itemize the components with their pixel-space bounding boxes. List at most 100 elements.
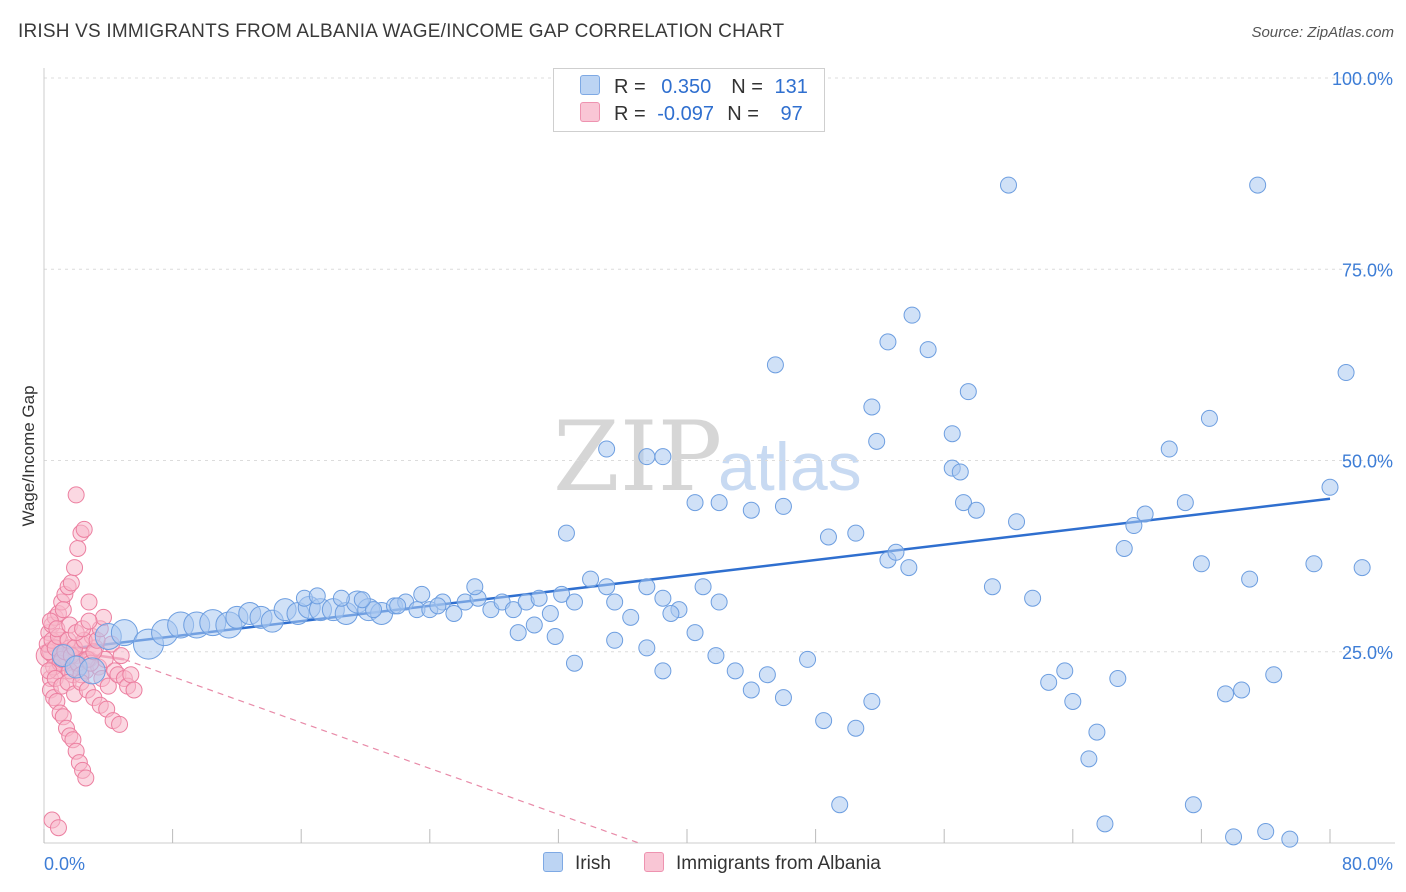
irish-point xyxy=(1056,662,1074,680)
albania-point xyxy=(122,666,140,684)
albania-point xyxy=(67,486,85,504)
irish-point xyxy=(863,692,881,710)
irish-point xyxy=(758,666,776,684)
irish-point xyxy=(638,448,656,466)
irish-point xyxy=(78,657,106,685)
irish-point xyxy=(1249,176,1267,194)
irish-point xyxy=(943,425,961,443)
irish-point xyxy=(686,494,704,512)
irish-point xyxy=(1160,440,1178,458)
irish-point xyxy=(799,650,817,668)
irish-point xyxy=(951,463,969,481)
irish-point xyxy=(815,712,833,730)
irish-point xyxy=(774,689,792,707)
irish-point xyxy=(1080,750,1098,768)
irish-point xyxy=(1125,517,1143,535)
albania-point xyxy=(111,715,129,733)
legend-albania-label: Immigrants from Albania xyxy=(676,853,881,874)
irish-point xyxy=(1337,364,1355,382)
irish-point xyxy=(1353,559,1371,577)
irish-point xyxy=(954,494,972,512)
albania-point xyxy=(75,520,93,538)
trend-lines xyxy=(43,497,1331,844)
irish-point xyxy=(1321,478,1339,496)
irish-point xyxy=(707,647,725,665)
irish-point xyxy=(983,578,1001,596)
irish-point xyxy=(959,383,977,401)
legend-albania-n-label: N = xyxy=(727,103,759,125)
irish-point xyxy=(1136,505,1154,523)
irish-point xyxy=(1265,666,1283,684)
y-tick-label: 75.0% xyxy=(1342,260,1393,280)
legend-item-albania[interactable]: Immigrants from Albania xyxy=(644,852,881,875)
irish-point xyxy=(1096,815,1114,833)
irish-point xyxy=(353,591,371,609)
irish-point xyxy=(710,593,728,611)
albania-point xyxy=(125,681,143,699)
legend-irish-n-label: N = xyxy=(731,76,763,98)
irish-point xyxy=(819,528,837,546)
legend-albania-r-value: -0.097 xyxy=(657,103,714,125)
irish-point xyxy=(598,578,616,596)
correlation-legend: R = 0.350 N = 131 R = -0.097 N = 97 xyxy=(553,68,825,132)
irish-point xyxy=(900,559,918,577)
irish-point xyxy=(967,501,985,519)
irish-point xyxy=(694,578,712,596)
irish-point xyxy=(1281,830,1299,848)
irish-point xyxy=(726,662,744,680)
y-tick-label: 100.0% xyxy=(1332,69,1393,89)
irish-point xyxy=(557,524,575,542)
tick-labels: 25.0% 50.0% 75.0% 100.0% 0.0% 80.0% xyxy=(44,69,1393,874)
albania-point xyxy=(112,647,130,665)
irish-point xyxy=(565,654,583,672)
irish-point xyxy=(466,578,484,596)
irish-point xyxy=(1115,539,1133,557)
albania-point xyxy=(66,559,84,577)
irish-point xyxy=(553,585,571,603)
albania-swatch-icon xyxy=(580,102,600,122)
irish-point xyxy=(504,601,522,619)
irish-point xyxy=(565,593,583,611)
irish-point xyxy=(389,597,407,615)
irish-point xyxy=(1217,685,1235,703)
irish-point xyxy=(847,524,865,542)
irish-point xyxy=(598,440,616,458)
albania-point xyxy=(54,601,72,619)
irish-point xyxy=(654,448,672,466)
y-tick-label: 50.0% xyxy=(1342,452,1393,472)
irish-point xyxy=(774,497,792,515)
albania-point xyxy=(69,539,87,557)
irish-point xyxy=(887,543,905,561)
irish-point xyxy=(1225,828,1243,846)
irish-point xyxy=(1257,823,1275,841)
irish-point xyxy=(863,398,881,416)
irish-point xyxy=(879,333,897,351)
legend-item-irish[interactable]: Irish xyxy=(543,852,611,875)
albania-point xyxy=(80,593,98,611)
irish-point xyxy=(546,627,564,645)
irish-point xyxy=(525,616,543,634)
x-tick-label-min: 0.0% xyxy=(44,854,85,874)
irish-point xyxy=(1192,555,1210,573)
chart-title: IRISH VS IMMIGRANTS FROM ALBANIA WAGE/IN… xyxy=(18,21,785,42)
irish-legend-icon xyxy=(543,852,563,872)
gridlines xyxy=(44,77,1395,653)
irish-point xyxy=(308,587,326,605)
irish-point xyxy=(429,597,447,615)
irish-point xyxy=(413,585,431,603)
legend-irish-label: Irish xyxy=(575,853,611,874)
albania-point xyxy=(94,608,112,626)
albania-point xyxy=(62,574,80,592)
axes xyxy=(43,68,1395,844)
irish-point xyxy=(541,605,559,622)
watermark-atlas: atlas xyxy=(718,429,862,505)
irish-point xyxy=(1040,673,1058,691)
irish-point xyxy=(654,662,672,680)
x-tick-label-max: 80.0% xyxy=(1342,854,1393,874)
irish-point xyxy=(638,578,656,596)
irish-point xyxy=(1305,555,1323,573)
albania-point xyxy=(77,769,95,787)
legend-row-albania: R = -0.097 N = 97 xyxy=(580,102,803,126)
legend-irish-n-value: 131 xyxy=(774,76,808,98)
